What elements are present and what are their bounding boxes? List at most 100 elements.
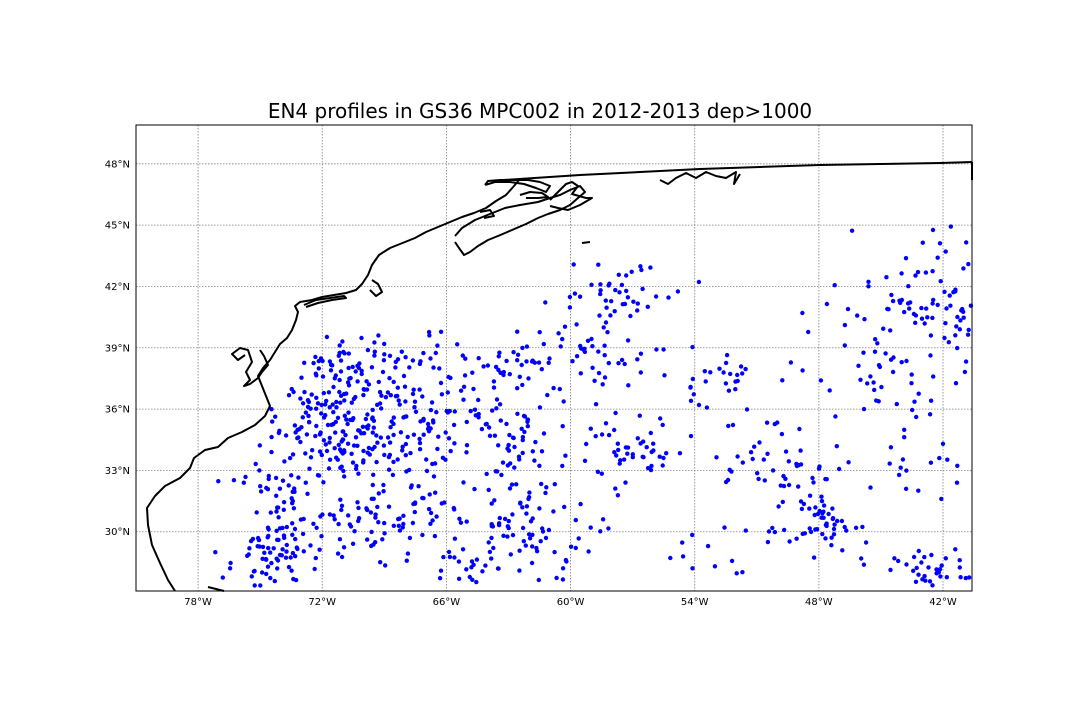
profile-point: [935, 302, 940, 308]
profile-point: [268, 575, 273, 581]
profile-point: [602, 375, 608, 380]
profile-point: [410, 358, 416, 363]
profile-point: [614, 453, 619, 458]
profile-point: [644, 445, 649, 450]
profile-point: [257, 468, 262, 473]
profile-point: [863, 540, 869, 545]
profile-point: [213, 550, 218, 555]
profile-point: [800, 368, 805, 373]
profile-point: [641, 439, 646, 444]
profile-point: [794, 463, 800, 469]
profile-point: [856, 363, 861, 368]
profile-point: [534, 545, 539, 551]
profile-point: [338, 400, 343, 405]
profile-point: [359, 371, 364, 377]
profile-point: [819, 515, 824, 520]
profile-point: [824, 521, 829, 526]
profile-point: [380, 369, 386, 375]
profile-point: [461, 397, 466, 402]
profile-point: [558, 344, 563, 349]
profile-point: [313, 433, 318, 439]
profile-point: [321, 390, 326, 396]
profile-point: [369, 529, 374, 535]
profile-point: [332, 517, 337, 522]
profile-point: [337, 377, 342, 383]
profile-point: [743, 366, 748, 372]
profile-point: [817, 508, 822, 514]
profile-point: [421, 432, 426, 437]
profile-point: [464, 419, 469, 425]
profile-point: [536, 360, 542, 365]
profile-point: [829, 543, 834, 548]
profile-point: [231, 478, 237, 483]
profile-point: [955, 314, 960, 320]
profile-point: [829, 535, 834, 540]
profile-point: [861, 406, 867, 412]
profile-point: [269, 449, 274, 455]
profile-point: [344, 417, 349, 422]
profile-point: [246, 552, 251, 557]
profile-point: [335, 551, 341, 556]
profile-point: [640, 286, 645, 292]
profile-point: [291, 389, 296, 395]
profile-point: [371, 418, 377, 423]
profile-point: [948, 224, 953, 229]
profile-point: [520, 437, 525, 443]
profile-point: [312, 566, 317, 572]
profile-point: [345, 421, 350, 427]
profile-point: [471, 562, 476, 567]
profile-point: [820, 531, 825, 537]
x-tick-label: 42°W: [929, 597, 957, 608]
profile-point: [373, 515, 378, 520]
profile-point: [761, 457, 766, 462]
profile-point: [733, 387, 738, 392]
profile-point: [338, 369, 344, 374]
profile-point: [361, 458, 366, 463]
profile-point: [337, 343, 342, 348]
y-tick-label: 39°N: [105, 343, 130, 354]
profile-point: [873, 337, 878, 342]
pei-coast: [519, 191, 549, 199]
profile-point: [281, 500, 287, 505]
profile-point: [254, 510, 259, 515]
profile-point: [378, 435, 383, 440]
profile-point: [309, 392, 314, 397]
profile-point: [400, 525, 405, 530]
profile-point: [323, 402, 328, 407]
profile-point: [497, 350, 502, 355]
profile-point: [300, 531, 306, 537]
profile-point: [910, 407, 915, 413]
profile-point: [786, 459, 791, 464]
delaware-chesapeake-coast: [231, 347, 269, 387]
profile-point: [905, 301, 911, 306]
profile-point: [619, 282, 625, 288]
profile-point: [327, 435, 332, 441]
profile-point: [372, 353, 377, 358]
profile-point: [378, 560, 383, 565]
profile-point: [364, 379, 369, 384]
profile-point: [688, 433, 694, 439]
profile-point: [660, 422, 665, 428]
profile-point: [515, 386, 520, 391]
profile-point: [269, 434, 274, 440]
profile-point: [289, 473, 294, 478]
profile-point: [770, 525, 775, 531]
profile-point: [464, 567, 469, 572]
profile-point: [824, 301, 830, 307]
profile-point: [369, 365, 375, 370]
axis-ticks: 78°W 72°W 66°W 60°W 54°W 48°W 42°W 30°N 33°N 36°N…: [105, 159, 957, 608]
profile-point: [327, 405, 332, 410]
profile-point: [431, 420, 436, 425]
profile-point: [735, 454, 740, 459]
profile-point: [931, 297, 936, 303]
profile-point: [365, 426, 370, 431]
profile-point: [688, 384, 693, 390]
profile-point: [723, 360, 729, 366]
profile-point: [735, 372, 740, 378]
profile-point: [595, 469, 601, 474]
profile-point: [371, 472, 376, 477]
profile-point: [382, 520, 387, 526]
profile-point: [397, 402, 402, 407]
profile-point: [303, 480, 308, 485]
